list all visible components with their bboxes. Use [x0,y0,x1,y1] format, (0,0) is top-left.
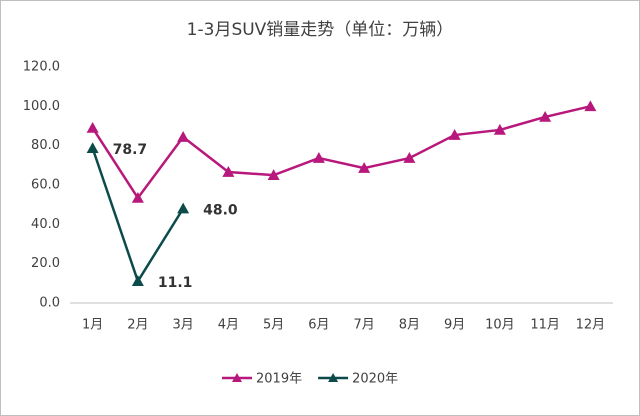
marker [131,275,144,286]
x-tick-label: 4月 [218,318,239,333]
x-tick-label: 10月 [485,318,515,333]
series-line [91,105,591,201]
legend-marker [232,373,242,382]
marker [539,110,552,122]
x-tick-label: 12月 [576,318,606,333]
data-label: 11.1 [158,275,193,291]
y-tick-label: 20.0 [31,256,60,271]
marker [267,169,280,180]
x-tick-label: 1月 [82,318,103,333]
data-label: 78.7 [113,142,148,158]
y-tick-label: 40.0 [31,217,60,232]
y-tick-label: 100.0 [23,99,60,114]
marker [403,152,416,163]
x-tick-label: 5月 [263,318,284,333]
marker [312,152,325,163]
marker [86,121,99,133]
x-tick-label: 9月 [444,318,465,333]
x-tick-label: 8月 [399,318,420,333]
y-tick-label: 0.0 [39,296,60,311]
x-tick-label: 11月 [530,318,560,333]
data-label: 48.0 [203,203,238,219]
marker [177,202,190,214]
marker [131,191,144,203]
y-tick-label: 60.0 [31,178,60,193]
marker [222,166,235,177]
legend-marker [328,373,339,382]
y-tick-label: 80.0 [31,138,60,153]
marker [493,123,506,135]
marker [177,131,190,142]
marker [86,142,99,154]
x-tick-label: 6月 [308,318,329,333]
x-tick-label: 2月 [127,318,148,333]
x-tick-label: 3月 [172,318,193,333]
marker [448,129,461,140]
legend-label: 2020年 [352,372,398,387]
marker [584,100,597,112]
legend-label: 2019年 [256,372,302,387]
x-tick-label: 7月 [353,318,374,333]
y-tick-label: 120.0 [23,60,60,75]
marker [358,162,371,173]
chart-title: 1-3月SUV销量走势（单位：万辆） [187,20,454,40]
